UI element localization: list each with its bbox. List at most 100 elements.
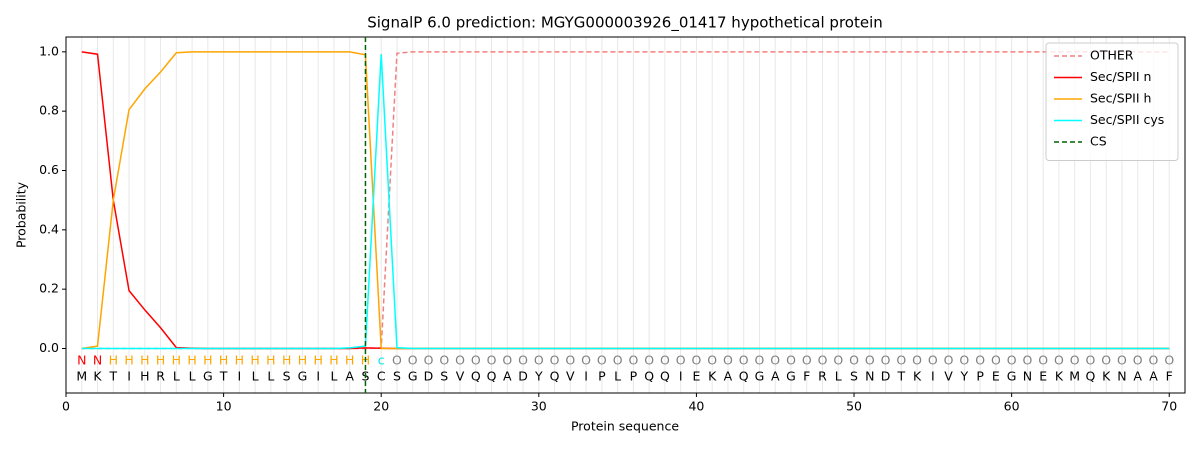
- residue: Q: [471, 369, 481, 384]
- legend-label: Sec/SPII h: [1090, 91, 1151, 106]
- residue-label: H: [172, 353, 181, 368]
- residue-label: H: [124, 353, 133, 368]
- plot-frame: [65, 36, 1186, 394]
- residue: R: [818, 369, 827, 384]
- residue-label: H: [156, 353, 165, 368]
- residue-label: O: [424, 353, 434, 368]
- legend-label: Sec/SPII cys: [1090, 112, 1164, 127]
- residue-label: H: [109, 353, 118, 368]
- residue: G: [786, 369, 796, 384]
- residue: Q: [487, 369, 497, 384]
- residue-label: O: [518, 353, 528, 368]
- residue: S: [283, 369, 291, 384]
- residue: C: [377, 369, 386, 384]
- residue: A: [1133, 369, 1142, 384]
- residue-label: O: [786, 353, 796, 368]
- residue-label: O: [912, 353, 922, 368]
- x-tick-label: 30: [531, 399, 547, 414]
- x-axis-label: Protein sequence: [571, 419, 679, 434]
- residue-label: O: [1054, 353, 1064, 368]
- series-line: [81, 51, 1170, 350]
- residue: G: [755, 369, 765, 384]
- residue: H: [140, 369, 149, 384]
- residue: E: [692, 369, 700, 384]
- residue: D: [424, 369, 434, 384]
- residue-label: O: [849, 353, 859, 368]
- residue: Q: [550, 369, 560, 384]
- residue: I: [316, 369, 320, 384]
- residue-label: O: [928, 353, 938, 368]
- x-tick-label: 50: [846, 399, 862, 414]
- residue-label: O: [802, 353, 812, 368]
- residue: R: [156, 369, 165, 384]
- residue-label: O: [502, 353, 512, 368]
- residue-label: O: [881, 353, 891, 368]
- residue: A: [771, 369, 780, 384]
- residue-label: O: [896, 353, 906, 368]
- residue: E: [1039, 369, 1047, 384]
- residue-label: O: [755, 353, 765, 368]
- residue: D: [518, 369, 528, 384]
- residue-label: O: [959, 353, 969, 368]
- residue-label: O: [1022, 353, 1032, 368]
- residue: K: [913, 369, 922, 384]
- y-tick-label: 0.4: [39, 221, 59, 236]
- residue-label: O: [439, 353, 449, 368]
- residue: K: [708, 369, 717, 384]
- residue-label: O: [1164, 353, 1174, 368]
- residue-label: H: [235, 353, 244, 368]
- residue-label: O: [550, 353, 560, 368]
- residue: I: [238, 369, 242, 384]
- residue-label: O: [692, 353, 702, 368]
- x-tick-label: 70: [1161, 399, 1177, 414]
- residue-label: O: [408, 353, 418, 368]
- residue-label: O: [944, 353, 954, 368]
- residue: I: [931, 369, 935, 384]
- residue: G: [298, 369, 308, 384]
- legend-label: OTHER: [1090, 48, 1134, 63]
- residue: S: [850, 369, 858, 384]
- residue-label: O: [770, 353, 780, 368]
- residue: L: [330, 369, 337, 384]
- residue-label: H: [345, 353, 354, 368]
- residue: Q: [644, 369, 654, 384]
- residue: A: [724, 369, 733, 384]
- residue-label: O: [534, 353, 544, 368]
- residue: V: [456, 369, 465, 384]
- y-tick-label: 0.2: [39, 281, 59, 296]
- residue: F: [1166, 369, 1173, 384]
- residue: Q: [739, 369, 749, 384]
- series-line: [81, 51, 1170, 350]
- residue-label: O: [739, 353, 749, 368]
- residue: P: [976, 369, 984, 384]
- y-tick-label: 0.6: [39, 162, 59, 177]
- residue: K: [93, 369, 102, 384]
- residue: A: [503, 369, 512, 384]
- legend-label: CS: [1090, 134, 1107, 149]
- residue: N: [1023, 369, 1032, 384]
- legend-label: Sec/SPII n: [1090, 69, 1151, 84]
- residue-label: O: [991, 353, 1001, 368]
- residue: L: [252, 369, 259, 384]
- residue: M: [1069, 369, 1080, 384]
- residue-label: H: [140, 353, 149, 368]
- residue-label: H: [187, 353, 196, 368]
- x-tick-label: 10: [216, 399, 232, 414]
- residue-label: H: [282, 353, 291, 368]
- residue: K: [1102, 369, 1111, 384]
- residue: G: [203, 369, 213, 384]
- residue: L: [267, 369, 274, 384]
- residue-label: O: [1133, 353, 1143, 368]
- residue: Q: [660, 369, 670, 384]
- chart-title: SignalP 6.0 prediction: MGYG000003926_01…: [367, 14, 883, 33]
- residue: N: [865, 369, 874, 384]
- residue: E: [992, 369, 1000, 384]
- residue-label: N: [77, 353, 86, 368]
- series-line: [81, 51, 1170, 350]
- residue: A: [1149, 369, 1158, 384]
- residue-label: H: [329, 353, 338, 368]
- residue: M: [76, 369, 87, 384]
- residue: K: [1055, 369, 1064, 384]
- residue-label: O: [707, 353, 717, 368]
